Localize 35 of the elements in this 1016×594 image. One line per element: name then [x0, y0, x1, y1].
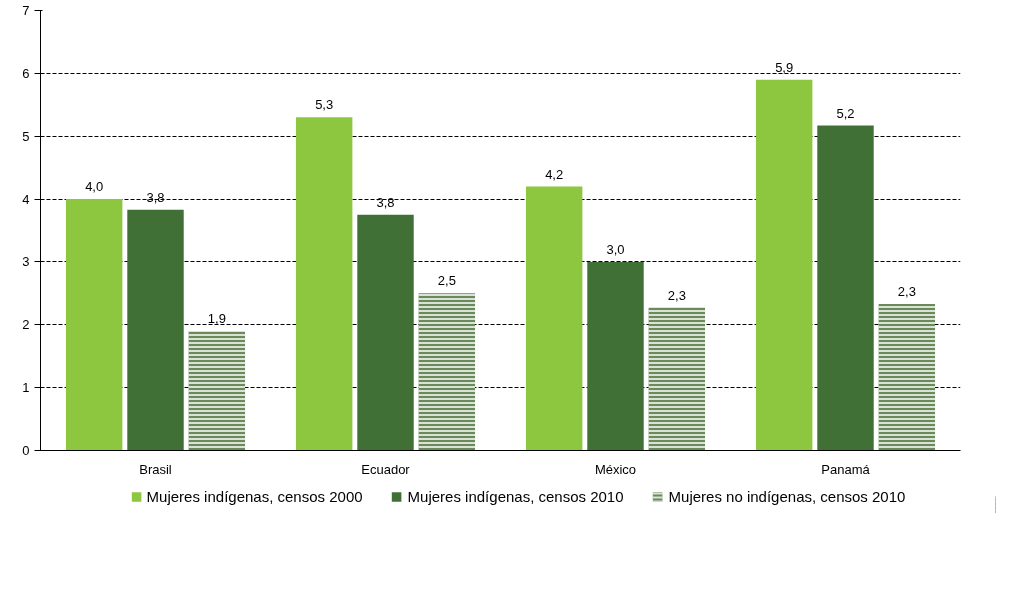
bar: [295, 117, 353, 451]
bar: [525, 186, 583, 451]
bar: [65, 199, 123, 451]
data-label: 2,3: [897, 284, 916, 300]
bar: [755, 79, 813, 451]
data-label: 4,0: [85, 179, 104, 195]
data-label: 5,3: [315, 97, 334, 113]
y-tick-label: 0: [22, 443, 30, 458]
data-label: 3,0: [606, 241, 625, 257]
data-label: 3,8: [146, 189, 165, 205]
y-tick-label: 6: [22, 65, 30, 81]
data-label: 2,3: [667, 287, 686, 303]
bar: [127, 209, 184, 451]
bar: [817, 125, 874, 451]
y-tick-label: 5: [22, 128, 30, 144]
data-label: 2,5: [437, 273, 456, 289]
legend-label: Mujeres no indígenas, censos 2010: [668, 487, 906, 505]
x-tick-label: Ecuador: [361, 461, 411, 477]
data-label: 1,9: [207, 311, 226, 327]
data-label: 4,2: [545, 166, 564, 182]
bar: [587, 261, 644, 451]
data-label: 3,8: [376, 194, 395, 210]
data-label: 5,2: [836, 105, 855, 121]
x-tick-label: Brasil: [139, 461, 172, 477]
x-tick-label: México: [594, 461, 637, 477]
y-tick-label: 1: [22, 380, 30, 396]
y-tick-label: 2: [22, 317, 30, 333]
legend-label: Mujeres indígenas, censos 2000: [146, 487, 363, 505]
y-tick-label: 4: [22, 191, 30, 207]
x-tick-label: Panamá: [821, 461, 871, 477]
y-tick-label: 3: [22, 254, 30, 270]
y-tick-label: 7: [22, 3, 30, 18]
legend-label: Mujeres indígenas, censos 2010: [407, 487, 624, 505]
bar: [357, 214, 414, 451]
data-label: 5,9: [775, 59, 794, 75]
